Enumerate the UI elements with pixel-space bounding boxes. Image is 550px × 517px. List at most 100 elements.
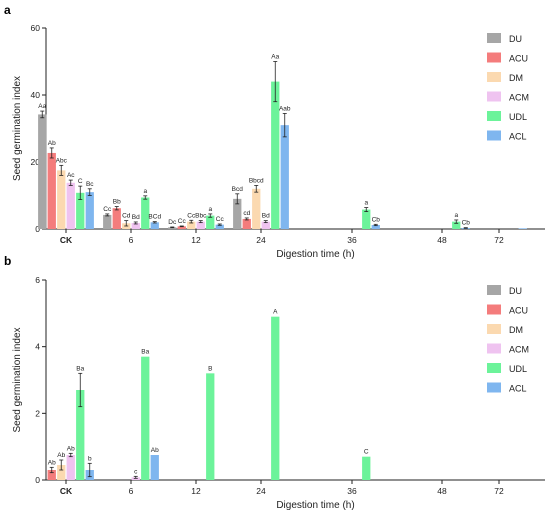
bar-ACU-24 — [242, 218, 251, 229]
x-tick-label: 24 — [256, 486, 266, 496]
significance-label: Dc — [168, 219, 177, 226]
significance-label: Bcd — [232, 186, 244, 193]
bar-UDL-CK — [76, 192, 85, 229]
y-tick-label: 60 — [31, 23, 41, 33]
x-tick-label: 48 — [437, 486, 447, 496]
y-tick-label: 4 — [35, 342, 40, 352]
significance-label: Cc — [216, 216, 225, 223]
legend-swatch-ACL — [487, 130, 501, 141]
bar-ACL-6 — [150, 222, 159, 229]
legend-label-ACU: ACU — [509, 306, 528, 316]
significance-label: Ac — [67, 172, 75, 179]
bar-DM-CK — [57, 170, 66, 229]
bar-UDL-CK — [76, 390, 85, 480]
significance-label: C — [364, 449, 369, 456]
bar-ACM-CK — [66, 455, 75, 480]
bar-ACU-6 — [112, 208, 121, 229]
significance-label: Ab — [57, 452, 65, 459]
legend-swatch-DM — [487, 324, 501, 334]
significance-label: Ab — [67, 445, 75, 452]
significance-label: Bbcd — [249, 177, 264, 184]
significance-label: Bd — [262, 213, 270, 220]
x-tick-label: CK — [60, 235, 73, 245]
bar-ACM-24 — [261, 221, 270, 229]
legend-swatch-DU — [487, 285, 501, 295]
x-tick-label: 72 — [494, 235, 504, 245]
significance-label: Cd — [122, 213, 131, 220]
legend-label-DM: DM — [509, 325, 523, 335]
significance-label: C — [78, 178, 83, 185]
bar-ACM-6 — [131, 222, 140, 229]
significance-label: Ab — [151, 447, 159, 454]
y-axis-title: Seed germination index — [12, 327, 23, 432]
significance-label: Bd — [132, 214, 140, 221]
y-tick-label: 6 — [35, 275, 40, 285]
legend-label-ACU: ACU — [509, 54, 528, 64]
significance-label: Ab — [48, 459, 56, 466]
significance-label: a — [364, 200, 368, 207]
bar-DU-6 — [103, 214, 112, 229]
panel-label-a: a — [4, 3, 11, 17]
panel-label-b: b — [4, 254, 11, 268]
legend-label-DU: DU — [509, 286, 522, 296]
legend-label-ACM: ACM — [509, 345, 529, 355]
significance-label: b — [88, 455, 92, 462]
significance-label: A — [273, 309, 278, 316]
significance-label: Aa — [271, 54, 279, 61]
significance-label: Bb — [113, 199, 121, 206]
bar-DU-12 — [168, 227, 177, 229]
significance-label: Cb — [372, 216, 381, 223]
legend-label-ACM: ACM — [509, 93, 529, 103]
y-tick-label: 0 — [35, 475, 40, 485]
significance-label: Cc — [103, 206, 112, 213]
legend-swatch-DU — [487, 33, 501, 43]
bar-ACL-72 — [518, 228, 527, 229]
legend-swatch-ACM — [487, 91, 501, 102]
significance-label: Abc — [56, 157, 68, 164]
bar-ACL-36 — [371, 224, 380, 229]
significance-label: a — [454, 212, 458, 219]
y-tick-label: 0 — [35, 224, 40, 234]
significance-label: Aa — [38, 103, 46, 110]
bar-ACU-CK — [47, 470, 56, 480]
significance-label: a — [143, 188, 147, 195]
significance-label: cd — [243, 210, 250, 217]
bar-DM-CK — [57, 465, 66, 480]
significance-label: Ba — [141, 349, 149, 356]
x-tick-label: 72 — [494, 486, 504, 496]
x-tick-label: 48 — [437, 235, 447, 245]
bar-UDL-36 — [362, 456, 371, 480]
significance-label: Cb — [462, 220, 471, 227]
legend-label-DU: DU — [509, 34, 522, 44]
x-axis-title: Digestion time (h) — [276, 500, 354, 511]
x-axis-title: Digestion time (h) — [276, 249, 354, 260]
significance-label: B — [208, 365, 212, 372]
y-tick-label: 20 — [31, 157, 41, 167]
x-tick-label: CK — [60, 486, 73, 496]
x-tick-label: 6 — [129, 486, 134, 496]
legend-swatch-ACM — [487, 343, 501, 354]
bar-UDL-6 — [141, 197, 150, 229]
x-tick-label: 12 — [191, 235, 201, 245]
legend-label-ACL: ACL — [509, 132, 527, 142]
significance-label: Cc — [187, 212, 196, 219]
bar-UDL-6 — [141, 356, 150, 480]
legend-swatch-DM — [487, 72, 501, 82]
x-tick-label: 36 — [347, 486, 357, 496]
bar-UDL-24 — [271, 81, 280, 229]
y-axis-title: Seed germination index — [12, 76, 23, 181]
bar-DU-CK — [38, 114, 47, 229]
bar-ACL-CK — [85, 192, 94, 229]
legend-label-UDL: UDL — [509, 112, 527, 122]
x-tick-label: 24 — [256, 235, 266, 245]
legend-swatch-ACU — [487, 52, 501, 63]
bar-ACM-CK — [66, 182, 75, 229]
significance-label: Bbc — [195, 213, 207, 220]
legend-label-UDL: UDL — [509, 364, 527, 374]
legend-swatch-UDL — [487, 363, 501, 373]
bar-UDL-36 — [362, 209, 371, 229]
x-tick-label: 6 — [129, 235, 134, 245]
legend-swatch-ACU — [487, 304, 501, 315]
